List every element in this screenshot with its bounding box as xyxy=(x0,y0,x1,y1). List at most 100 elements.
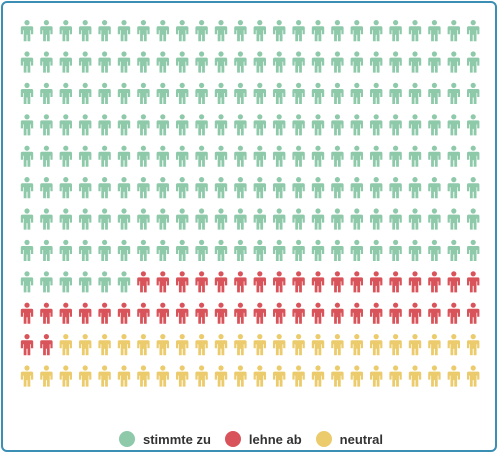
waffle-unit-neutral xyxy=(214,334,228,356)
waffle-unit-agree xyxy=(98,177,111,199)
waffle-unit-agree xyxy=(467,51,480,73)
waffle-unit-neutral xyxy=(176,365,189,387)
waffle-unit-agree xyxy=(273,20,286,42)
waffle-unit-disagree xyxy=(176,302,189,324)
waffle-unit-agree xyxy=(447,51,460,73)
waffle-unit-agree xyxy=(311,51,325,73)
waffle-unit-agree xyxy=(331,239,344,261)
waffle-unit-agree xyxy=(292,82,305,104)
waffle-unit-agree xyxy=(331,51,344,73)
legend-item-agree[interactable]: stimmte zu xyxy=(119,431,211,447)
waffle-unit-neutral xyxy=(59,365,72,387)
waffle-unit-agree xyxy=(98,271,111,293)
waffle-unit-disagree xyxy=(137,271,150,293)
waffle-unit-agree xyxy=(428,114,441,136)
waffle-unit-neutral xyxy=(253,334,266,356)
waffle-unit-agree xyxy=(292,177,305,199)
waffle-unit-agree xyxy=(214,208,228,230)
waffle-unit-agree xyxy=(98,51,111,73)
waffle-unit-agree xyxy=(331,82,344,104)
waffle-unit-agree xyxy=(253,20,266,42)
waffle-unit-disagree xyxy=(156,271,169,293)
waffle-unit-disagree xyxy=(273,271,286,293)
waffle-unit-agree xyxy=(137,82,150,104)
waffle-unit-agree xyxy=(214,145,228,167)
waffle-unit-agree xyxy=(40,271,53,293)
waffle-unit-agree xyxy=(117,271,131,293)
waffle-unit-agree xyxy=(253,114,266,136)
legend-item-disagree[interactable]: lehne ab xyxy=(224,431,302,447)
waffle-unit-disagree xyxy=(214,271,228,293)
waffle-unit-agree xyxy=(234,51,247,73)
waffle-unit-agree xyxy=(428,208,441,230)
waffle-unit-disagree xyxy=(20,302,34,324)
waffle-unit-neutral xyxy=(467,365,480,387)
waffle-unit-agree xyxy=(273,177,286,199)
waffle-unit-agree xyxy=(156,51,169,73)
waffle-unit-agree xyxy=(370,145,383,167)
waffle-unit-agree xyxy=(447,145,460,167)
waffle-unit-agree xyxy=(447,177,460,199)
waffle-unit-agree xyxy=(408,239,422,261)
waffle-unit-agree xyxy=(214,82,228,104)
waffle-unit-agree xyxy=(273,82,286,104)
legend-item-neutral[interactable]: neutral xyxy=(315,431,383,447)
waffle-unit-agree xyxy=(40,114,53,136)
waffle-unit-neutral xyxy=(156,334,169,356)
waffle-unit-disagree xyxy=(273,302,286,324)
waffle-unit-neutral xyxy=(234,334,247,356)
waffle-unit-agree xyxy=(370,20,383,42)
waffle-unit-agree xyxy=(311,239,325,261)
legend-label-agree: stimmte zu xyxy=(143,431,211,447)
waffle-unit-agree xyxy=(234,145,247,167)
waffle-unit-neutral xyxy=(20,365,34,387)
waffle-unit-agree xyxy=(156,239,169,261)
waffle-unit-agree xyxy=(389,114,402,136)
waffle-unit-disagree xyxy=(350,271,363,293)
waffle-unit-agree xyxy=(156,82,169,104)
waffle-unit-agree xyxy=(176,145,189,167)
waffle-unit-agree xyxy=(467,82,480,104)
waffle-unit-neutral xyxy=(331,365,344,387)
waffle-unit-agree xyxy=(273,114,286,136)
waffle-unit-agree xyxy=(214,51,228,73)
waffle-unit-agree xyxy=(79,239,92,261)
waffle-unit-agree xyxy=(40,51,53,73)
waffle-unit-disagree xyxy=(214,302,228,324)
waffle-unit-agree xyxy=(40,177,53,199)
waffle-unit-agree xyxy=(195,145,208,167)
waffle-unit-agree xyxy=(214,177,228,199)
waffle-unit-disagree xyxy=(234,271,247,293)
waffle-unit-neutral xyxy=(59,334,72,356)
waffle-unit-agree xyxy=(20,239,34,261)
waffle-unit-agree xyxy=(331,20,344,42)
waffle-unit-agree xyxy=(428,145,441,167)
waffle-unit-neutral xyxy=(311,334,325,356)
waffle-unit-disagree xyxy=(408,302,422,324)
waffle-unit-agree xyxy=(370,177,383,199)
waffle-unit-agree xyxy=(428,20,441,42)
waffle-unit-agree xyxy=(195,208,208,230)
waffle-unit-agree xyxy=(59,271,72,293)
waffle-unit-neutral xyxy=(234,365,247,387)
waffle-unit-agree xyxy=(98,208,111,230)
waffle-unit-agree xyxy=(467,145,480,167)
waffle-unit-agree xyxy=(176,20,189,42)
waffle-unit-agree xyxy=(117,82,131,104)
waffle-unit-agree xyxy=(234,82,247,104)
waffle-unit-neutral xyxy=(156,365,169,387)
waffle-unit-neutral xyxy=(428,334,441,356)
waffle-unit-agree xyxy=(195,239,208,261)
waffle-unit-agree xyxy=(117,145,131,167)
waffle-unit-agree xyxy=(350,114,363,136)
waffle-unit-disagree xyxy=(59,302,72,324)
waffle-unit-neutral xyxy=(117,365,131,387)
waffle-unit-neutral xyxy=(389,365,402,387)
waffle-unit-agree xyxy=(137,145,150,167)
waffle-unit-agree xyxy=(195,114,208,136)
waffle-unit-neutral xyxy=(98,365,111,387)
waffle-unit-agree xyxy=(331,208,344,230)
waffle-unit-disagree xyxy=(350,302,363,324)
waffle-unit-agree xyxy=(370,51,383,73)
waffle-unit-disagree xyxy=(428,302,441,324)
